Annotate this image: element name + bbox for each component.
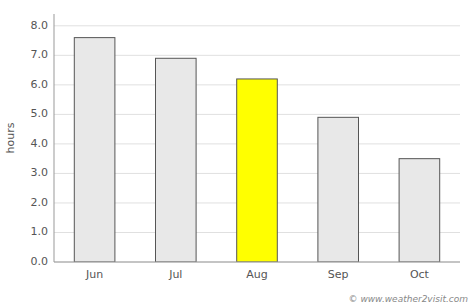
bar: [237, 79, 278, 262]
y-tick-label: 0.0: [31, 255, 49, 268]
bar: [399, 159, 440, 262]
chart: 0.0 1.0 2.0 3.0 4.0 5.0 6.0 7.0 8.0 Jun Jul Aug Sep O…: [0, 0, 474, 308]
y-tick-label: 6.0: [31, 78, 49, 91]
bar: [318, 117, 359, 262]
watermark: © www.weather2visit.com: [349, 294, 469, 304]
chart-container: 0.0 1.0 2.0 3.0 4.0 5.0 6.0 7.0 8.0 Jun Jul Aug Sep O…: [0, 0, 474, 308]
x-tick-label: Oct: [410, 268, 430, 281]
y-tick-label: 1.0: [31, 225, 49, 238]
x-tick-label: Sep: [328, 268, 349, 281]
y-tick-label: 5.0: [31, 107, 49, 120]
x-axis-line: [54, 262, 460, 263]
grid: [54, 26, 460, 262]
bar: [156, 58, 197, 262]
bar: [74, 38, 115, 262]
y-axis-label: hours: [4, 122, 17, 153]
y-tick-label: 2.0: [31, 196, 49, 209]
bars: [74, 38, 439, 262]
y-tick-label: 7.0: [31, 48, 49, 61]
x-tick-label: Jul: [168, 268, 182, 281]
x-tick-label: Aug: [246, 268, 267, 281]
y-tick-label: 4.0: [31, 137, 49, 150]
y-tick-label: 8.0: [31, 19, 49, 32]
y-tick-label: 3.0: [31, 166, 49, 179]
y-axis-line: [54, 14, 55, 262]
grid-line: [54, 25, 460, 26]
grid-line: [54, 262, 460, 263]
x-tick-label: Jun: [85, 268, 103, 281]
